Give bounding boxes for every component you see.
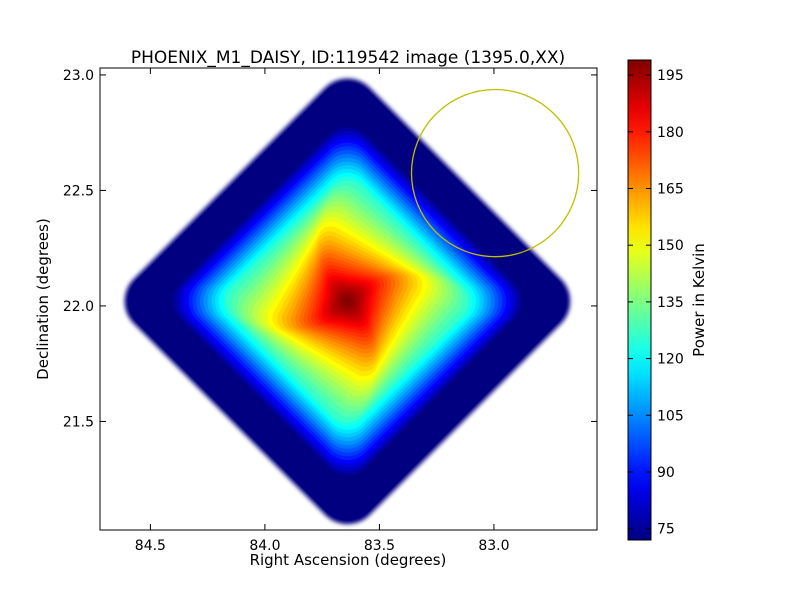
y-tick-label: 22.5 (63, 183, 94, 199)
y-tick-label: 21.5 (63, 414, 94, 430)
colorbar-frame (627, 59, 652, 541)
colorbar-tick-label: 165 (657, 182, 684, 198)
colorbar-tick-label: 75 (657, 522, 675, 538)
plot-area: 84.5 84.0 83.5 83.0 21.5 22.0 22.5 23.0 (63, 67, 598, 554)
colorbar-label: Power in Kelvin (690, 243, 708, 357)
colorbar-tick-label: 135 (657, 295, 684, 311)
colorbar-tick-label: 105 (657, 408, 684, 424)
annotation-layer (410, 88, 580, 258)
plot-frame (99, 67, 598, 531)
x-tick-label: 83.0 (478, 538, 509, 554)
colorbar-tick-label: 90 (657, 465, 675, 481)
y-axis-ticks: 21.5 22.0 22.5 23.0 (63, 68, 597, 430)
y-tick-label: 23.0 (63, 68, 94, 84)
x-tick-label: 84.5 (135, 538, 166, 554)
colorbar-tick-label: 120 (657, 352, 684, 368)
colorbar-tick-label: 195 (657, 68, 684, 84)
colorbar-gradient (628, 60, 651, 540)
heatmap-contour (345, 299, 350, 304)
x-tick-label: 84.0 (249, 538, 280, 554)
colorbar-ticks: 75 90 105 120 135 150 165 180 195 (628, 68, 684, 538)
chart-title: PHOENIX_M1_DAISY, ID:119542 image (1395.… (131, 48, 565, 68)
x-axis-label: Right Ascension (degrees) (250, 551, 447, 569)
y-axis-label: Declination (degrees) (34, 218, 52, 380)
colorbar-tick-label: 150 (657, 238, 684, 254)
colorbar: 75 90 105 120 135 150 165 180 195 Power in Kelvi… (627, 59, 708, 541)
x-tick-label: 83.5 (364, 538, 395, 554)
x-axis-ticks: 84.5 84.0 83.5 83.0 (135, 68, 510, 554)
colorbar-tick-label: 180 (657, 125, 684, 141)
heatmap-image (124, 78, 571, 525)
y-tick-label: 22.0 (63, 299, 94, 315)
annotation-circle (410, 88, 580, 258)
